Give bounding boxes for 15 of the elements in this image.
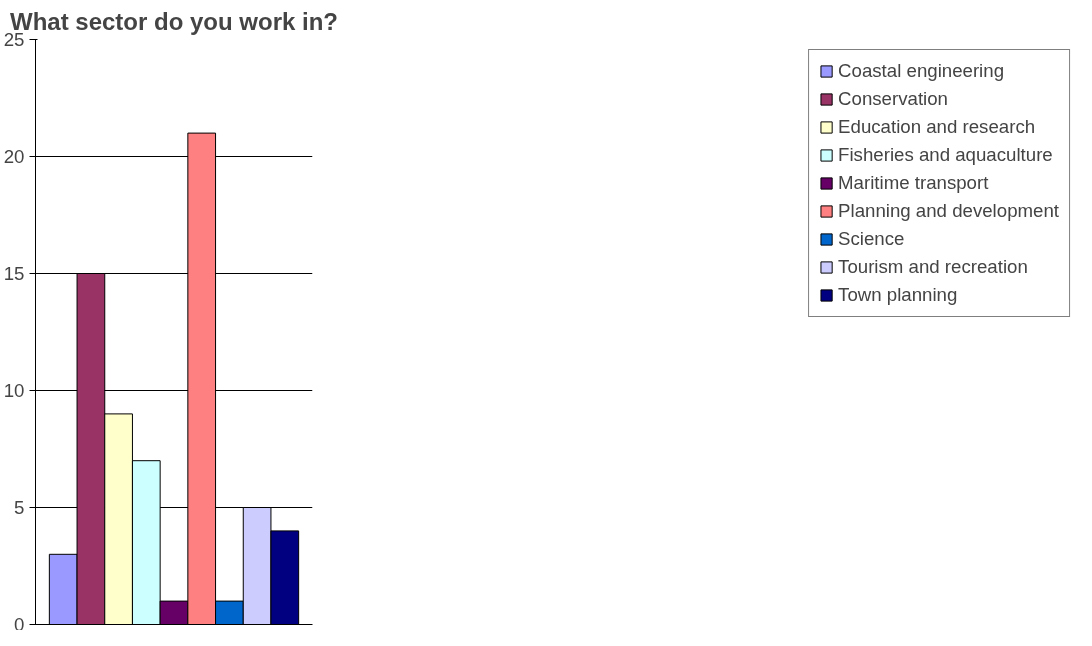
legend-label: Coastal engineering bbox=[838, 60, 1005, 82]
legend-label: Fisheries and aquaculture bbox=[838, 144, 1053, 166]
legend-label: Maritime transport bbox=[838, 172, 989, 194]
legend-label: Town planning bbox=[838, 284, 958, 306]
y-tick-label: 25 bbox=[3, 29, 25, 50]
y-tick-label: 10 bbox=[3, 380, 25, 401]
y-tick-label: 20 bbox=[3, 146, 25, 167]
y-tick-label: 0 bbox=[14, 613, 25, 635]
legend-label: Planning and development bbox=[838, 200, 1059, 222]
y-tick-label: 5 bbox=[14, 497, 25, 518]
legend-label: Education and research bbox=[838, 116, 1036, 138]
legend-label: Conservation bbox=[838, 88, 948, 110]
y-tick-label: 15 bbox=[3, 263, 25, 284]
legend-label: Science bbox=[838, 228, 905, 250]
legend-label: Tourism and recreation bbox=[838, 256, 1028, 278]
